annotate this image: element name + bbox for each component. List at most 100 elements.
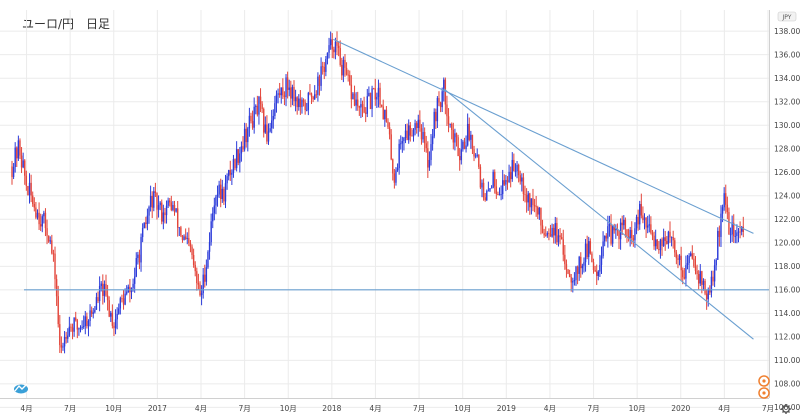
trend-line[interactable]: [333, 38, 754, 234]
candle-body: [89, 310, 91, 321]
price-tick-label: 130.000: [774, 121, 800, 130]
alert-marker-icon[interactable]: [758, 387, 770, 399]
candle-body: [307, 92, 310, 110]
candle-body: [643, 217, 646, 221]
alert-marker-icon[interactable]: [758, 375, 770, 387]
candle-body: [232, 159, 235, 173]
candle-body: [164, 212, 166, 216]
candle-body: [302, 99, 305, 103]
chart-logo-icon[interactable]: [14, 383, 28, 394]
candle-body: [148, 206, 150, 216]
candle-body: [497, 193, 499, 196]
candle-body: [594, 269, 596, 272]
candle-body: [627, 236, 630, 239]
candle-body: [272, 115, 274, 121]
candle-body: [36, 212, 39, 218]
candle-body: [489, 188, 491, 191]
candle-body: [465, 145, 467, 150]
candle-body: [315, 94, 318, 96]
candle-body: [390, 134, 392, 160]
candle-body: [495, 186, 498, 194]
candle-body: [611, 226, 614, 244]
candle-body: [227, 170, 230, 177]
candle-body: [213, 205, 216, 214]
candle-body: [696, 270, 698, 275]
candle-body: [344, 59, 346, 68]
candle-body: [718, 230, 721, 237]
candle-body: [514, 171, 517, 172]
candle-body: [84, 316, 86, 326]
candle-body: [215, 196, 217, 206]
candle-body: [584, 243, 587, 263]
candle-body: [395, 170, 397, 183]
time-tick-label: 7月: [413, 404, 425, 413]
candle-body: [400, 143, 402, 145]
candle-body: [126, 292, 128, 294]
candle-body: [409, 125, 412, 136]
candle-body: [588, 241, 590, 258]
candle-body: [564, 254, 566, 265]
time-axis[interactable]: 4月 7月 10月 2017 4月 7月 10月 2018 4月 7月 10月 2019 4月 7月 10月…: [20, 404, 774, 413]
candle-body: [739, 231, 741, 233]
candle-body: [575, 266, 577, 281]
candle-body: [189, 243, 192, 247]
candle-body: [639, 203, 641, 225]
candle-body: [317, 76, 319, 95]
candle-body: [178, 227, 180, 229]
candle-body: [384, 109, 386, 120]
candle-body: [513, 159, 515, 172]
trend-line[interactable]: [443, 88, 754, 340]
candle-body: [138, 254, 141, 263]
candle-body: [157, 205, 160, 210]
candle-body: [293, 86, 295, 102]
candle-body: [291, 86, 294, 99]
candle-body: [454, 133, 456, 143]
candle-body: [86, 316, 88, 327]
candle-body: [596, 271, 598, 276]
settings-gear-icon[interactable]: [781, 404, 791, 414]
candle-body: [734, 235, 737, 237]
candle-body: [546, 233, 549, 236]
candle-body: [224, 183, 227, 202]
candle-body: [377, 87, 380, 97]
candle-body: [87, 320, 90, 327]
candle-body: [682, 270, 684, 278]
candle-body: [242, 146, 244, 150]
candle-body: [167, 200, 169, 206]
candle-body: [82, 325, 85, 327]
candle-body: [364, 112, 367, 114]
candle-body: [506, 179, 509, 182]
candle-body: [530, 198, 533, 208]
candle-body: [379, 87, 381, 105]
candle-body: [270, 120, 273, 129]
time-tick-label: 7月: [587, 404, 599, 413]
candle-body: [192, 254, 195, 265]
candle-body: [183, 236, 185, 240]
candle-body: [672, 237, 674, 241]
candle-body: [441, 91, 443, 108]
candle-body: [382, 106, 384, 120]
candle-body: [691, 253, 694, 259]
candle-body: [451, 124, 453, 130]
time-tick-label: 10月: [629, 404, 646, 413]
candle-body: [460, 149, 462, 161]
candle-body: [650, 224, 652, 233]
candle-body: [62, 346, 64, 348]
candle-body: [306, 109, 308, 111]
price-axis[interactable]: 138.000 136.000 134.000 132.000 130.000 128.0…: [774, 27, 800, 412]
candle-body: [404, 130, 407, 138]
candle-body: [159, 202, 161, 206]
candle-body: [280, 87, 282, 96]
candle-body: [323, 66, 325, 72]
candle-body: [175, 208, 177, 212]
candle-body: [256, 105, 259, 115]
candle-body: [234, 159, 236, 169]
candle-body: [68, 326, 71, 336]
candle-body: [208, 242, 211, 252]
candle-body: [642, 215, 644, 221]
candle-body: [455, 133, 458, 138]
candle-body: [468, 123, 470, 140]
candle-body: [57, 296, 59, 325]
candle-body: [186, 238, 188, 239]
candle-body: [52, 253, 55, 255]
